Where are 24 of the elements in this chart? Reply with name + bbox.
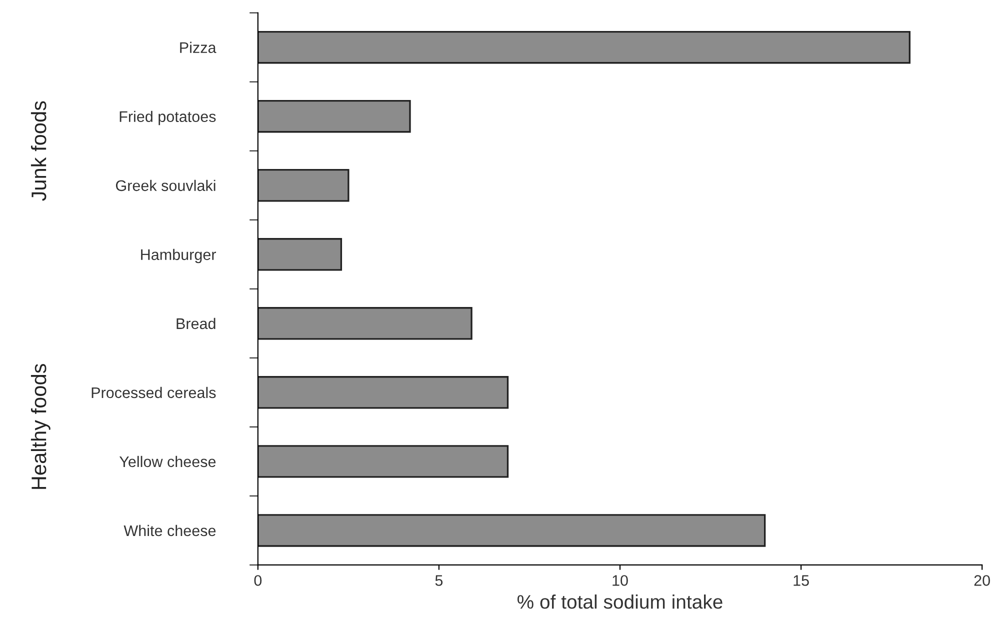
text: Healthy foods [30, 364, 50, 489]
x-tick-label: 15 [794, 575, 809, 586]
bar [258, 514, 766, 547]
x-tick-label: 5 [435, 575, 443, 586]
y-tick-label: Bread [176, 318, 216, 330]
y-tick-label: Fried potatoes [120, 110, 216, 126]
y-tick-label: Processed cereals [92, 386, 216, 398]
bar [258, 307, 472, 340]
y-tick-label: Pizza [180, 42, 216, 54]
x-tick-label: 10 [612, 575, 628, 586]
bar [258, 445, 509, 478]
bar [258, 100, 411, 133]
x-tick-label: 20 [974, 575, 990, 586]
y-tick-label: Hamburger [141, 248, 216, 264]
x-tick-label: 0 [254, 575, 262, 586]
bar [258, 238, 342, 271]
y-tick-label: White cheese [124, 524, 216, 536]
y-tick-label: Yellow cheese [119, 456, 216, 468]
bar [258, 376, 509, 409]
text: Junk foods [30, 101, 46, 201]
y-tick-label: Greek souvlaki [116, 180, 216, 192]
bar [258, 169, 350, 202]
bar [258, 30, 910, 64]
x-axis-title: % of total sodium intake [517, 594, 722, 609]
